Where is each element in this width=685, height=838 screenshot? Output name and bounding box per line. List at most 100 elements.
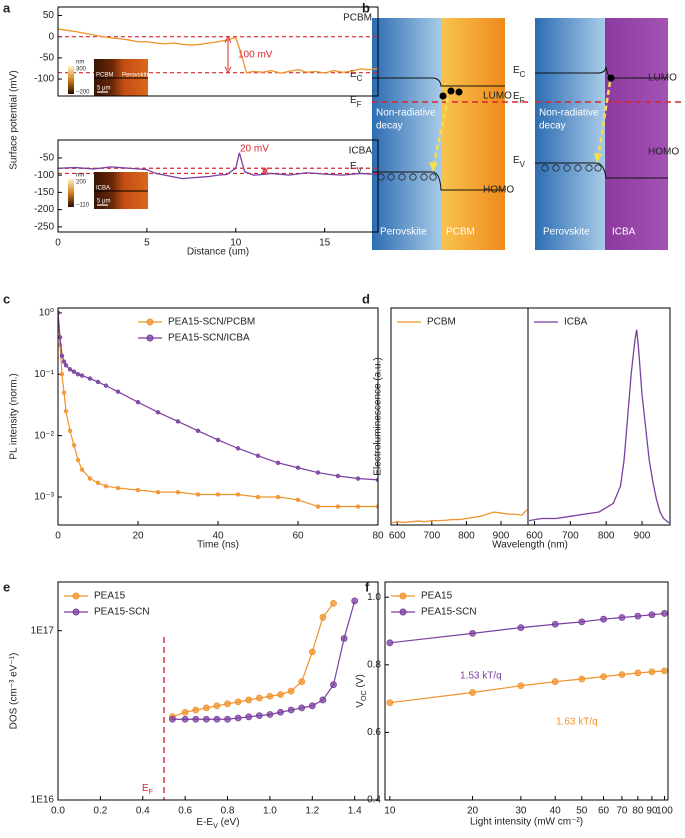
text-part: V <box>213 821 218 830</box>
scale-label: 5 μm <box>97 199 110 205</box>
y-tick-label: 1.0 <box>367 592 381 603</box>
series-marker <box>551 678 559 686</box>
diagram-left: EC EF EV LUMO HOMO Non-radiative decay P… <box>350 18 532 250</box>
series-marker <box>600 615 607 623</box>
legend-marker <box>146 318 154 326</box>
x-tick-label: 0 <box>55 531 61 542</box>
legend-label: ICBA <box>349 146 373 157</box>
legend-label: ICBA <box>564 317 588 328</box>
series-marker <box>517 682 525 690</box>
colorbar <box>68 66 74 94</box>
legend-label: PEA15-SCN <box>421 607 477 618</box>
series-marker <box>234 698 242 706</box>
colorbar-max: 200 <box>76 180 87 186</box>
series-line <box>389 612 665 644</box>
conduction-band <box>372 77 505 87</box>
series-marker <box>618 614 626 621</box>
series-marker <box>355 476 361 481</box>
electron <box>455 88 463 96</box>
series-marker <box>634 669 642 677</box>
text-part: V <box>520 160 526 169</box>
series-marker <box>67 367 73 372</box>
y-tick-label: 10⁻³ <box>34 492 54 503</box>
y-tick-label: -200 <box>34 204 54 215</box>
plot-frame <box>527 307 671 526</box>
series-marker <box>578 675 586 683</box>
series-marker <box>192 706 200 714</box>
series-marker <box>330 600 337 607</box>
series-marker <box>58 335 63 340</box>
x-tick-label: 40 <box>212 531 224 542</box>
series-marker <box>169 715 176 723</box>
x-tick-label: 0 <box>55 238 61 249</box>
series-line <box>391 509 528 524</box>
y-tick-label: 10⁻² <box>34 430 54 441</box>
band-diagram: b EC EF EV LUMO HOMO Non-radiative decay… <box>350 0 685 250</box>
icba-layer <box>605 18 668 250</box>
series-marker <box>386 699 394 707</box>
series-marker <box>103 383 109 388</box>
x-tick-label: 800 <box>598 531 615 542</box>
series-marker <box>95 379 101 385</box>
x-tick-label: 0.8 <box>221 806 235 817</box>
y-tick-label: 0.6 <box>367 727 381 738</box>
chart: 600 700 800 900 PCBM d Wavelength (nm) Electrol… <box>362 291 568 550</box>
holes <box>541 164 602 172</box>
homo-label: HOMO <box>483 185 514 196</box>
text-part: V <box>355 701 366 708</box>
x-tick-label: 600 <box>526 531 543 542</box>
x-tick-label: 1.2 <box>305 806 319 817</box>
afm-label: ICBA <box>96 186 110 192</box>
arrow-head <box>224 35 232 74</box>
series-marker <box>275 460 281 466</box>
series-marker <box>195 428 201 433</box>
chart: 600 700 800 900 ICBA <box>526 307 671 542</box>
text-part: C <box>357 74 363 83</box>
plot-frame <box>57 581 379 801</box>
series-marker <box>155 489 161 495</box>
panel-label: d <box>362 291 370 306</box>
series-marker <box>63 409 69 414</box>
series-marker <box>308 702 316 710</box>
series-marker <box>115 485 121 491</box>
series-line <box>389 670 665 704</box>
diagram-right: EC EF EV LUMO HOMO Non-radiative decay P… <box>513 18 685 250</box>
series-marker <box>600 673 607 681</box>
x-tick-label: 60 <box>292 531 304 542</box>
plot-frame <box>384 581 669 801</box>
series-marker <box>234 714 242 722</box>
series-marker <box>386 639 394 647</box>
series-marker <box>275 494 281 500</box>
annotation: 100 mV <box>238 49 273 60</box>
legend-label: PEA15 <box>94 591 126 602</box>
text-part: E <box>142 783 149 794</box>
series-marker <box>335 473 341 479</box>
chart: 0 20 40 60 80 10⁰ 10⁻¹ 10⁻² 10⁻³ PEA15-SCN/PCBM PE… <box>3 291 384 550</box>
x-tick-label: 900 <box>634 531 651 542</box>
perovskite-layer <box>372 18 442 250</box>
series-marker <box>71 369 77 374</box>
homo-label: HOMO <box>648 147 679 158</box>
x-tick-label: 70 <box>616 806 628 817</box>
series-marker <box>135 487 141 493</box>
x-tick-label: 50 <box>576 806 588 817</box>
series-marker <box>215 437 221 443</box>
series-marker <box>235 492 241 497</box>
x-tick-label: 0.0 <box>51 806 65 817</box>
series-marker <box>255 494 261 500</box>
series-marker <box>266 692 274 700</box>
layer-label: PCBM <box>446 227 475 238</box>
x-tick-label: 15 <box>319 238 331 249</box>
pcbm-layer <box>442 18 505 250</box>
text-part: F <box>149 787 154 796</box>
x-tick-label: 10 <box>384 806 396 817</box>
series-marker <box>103 484 109 489</box>
series-marker <box>79 467 85 472</box>
text-part: E <box>513 65 520 76</box>
y-tick-label: 1E16 <box>31 795 55 806</box>
x-tick-label: 30 <box>515 806 527 817</box>
perovskite-layer <box>535 18 605 250</box>
x-tick-label: 10 <box>230 238 242 249</box>
